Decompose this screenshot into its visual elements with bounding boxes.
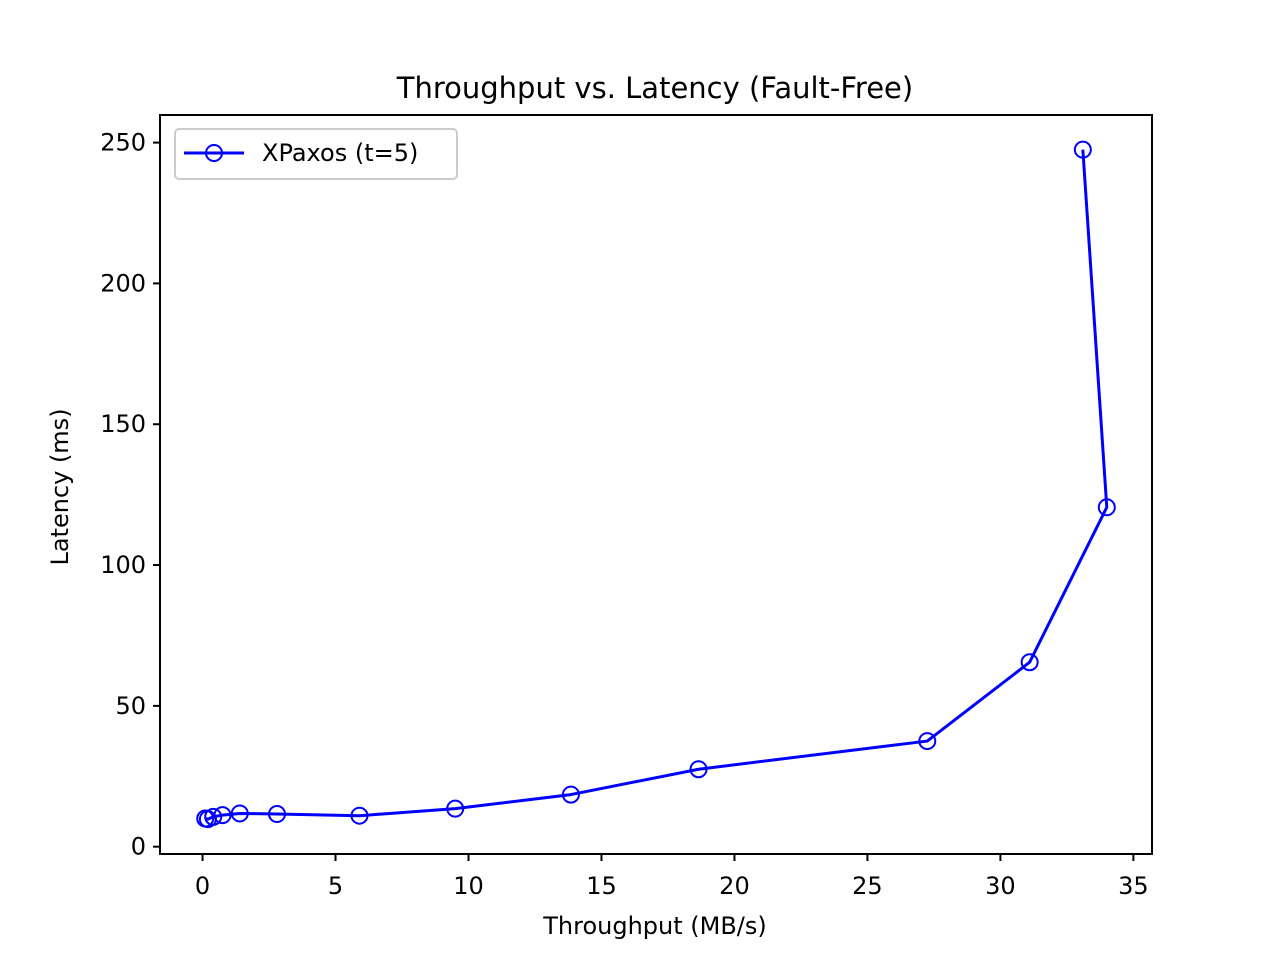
- legend-box: [174, 128, 458, 180]
- y-tick-label: 0: [131, 833, 146, 861]
- data-point-marker: [918, 732, 937, 751]
- y-tick-label: 50: [115, 692, 146, 720]
- series-marker-layer: [196, 140, 1116, 829]
- y-axis-label: Latency (ms): [46, 408, 74, 565]
- y-tick-label: 200: [100, 269, 146, 297]
- data-point-marker: [1097, 498, 1116, 517]
- x-tick-label: 10: [453, 872, 484, 900]
- legend-marker-sample: [205, 144, 223, 162]
- plot-area: [160, 115, 1152, 854]
- x-axis-label: Throughput (MB/s): [542, 912, 767, 940]
- y-axis-ticks: 0 50 100 150 200 250: [100, 129, 160, 861]
- data-point-marker: [1073, 140, 1092, 159]
- x-tick-label: 35: [1118, 872, 1149, 900]
- x-tick-label: 0: [195, 872, 210, 900]
- data-point-marker: [204, 807, 223, 826]
- x-tick-label: 25: [852, 872, 883, 900]
- y-tick-label: 250: [100, 129, 146, 157]
- data-point-marker: [561, 785, 580, 804]
- x-tick-label: 30: [985, 872, 1016, 900]
- plot-frame: [159, 114, 1153, 855]
- y-tick-label: 150: [100, 410, 146, 438]
- legend: XPaxos (t=5): [174, 128, 458, 180]
- x-tick-label: 5: [328, 872, 343, 900]
- x-tick-label: 20: [719, 872, 750, 900]
- data-point-marker: [230, 804, 249, 823]
- data-point-marker: [268, 805, 287, 824]
- data-point-marker: [446, 799, 465, 818]
- legend-label: XPaxos (t=5): [262, 139, 418, 167]
- x-tick-label: 15: [586, 872, 617, 900]
- y-tick-label: 100: [100, 551, 146, 579]
- data-point-marker: [350, 806, 369, 825]
- data-point-marker: [689, 760, 708, 779]
- data-point-marker: [1020, 653, 1039, 672]
- chart-title: Throughput vs. Latency (Fault-Free): [396, 71, 913, 105]
- data-point-marker: [213, 806, 232, 825]
- x-axis-ticks: 0 5 10 15 20 25 30 35: [195, 854, 1149, 900]
